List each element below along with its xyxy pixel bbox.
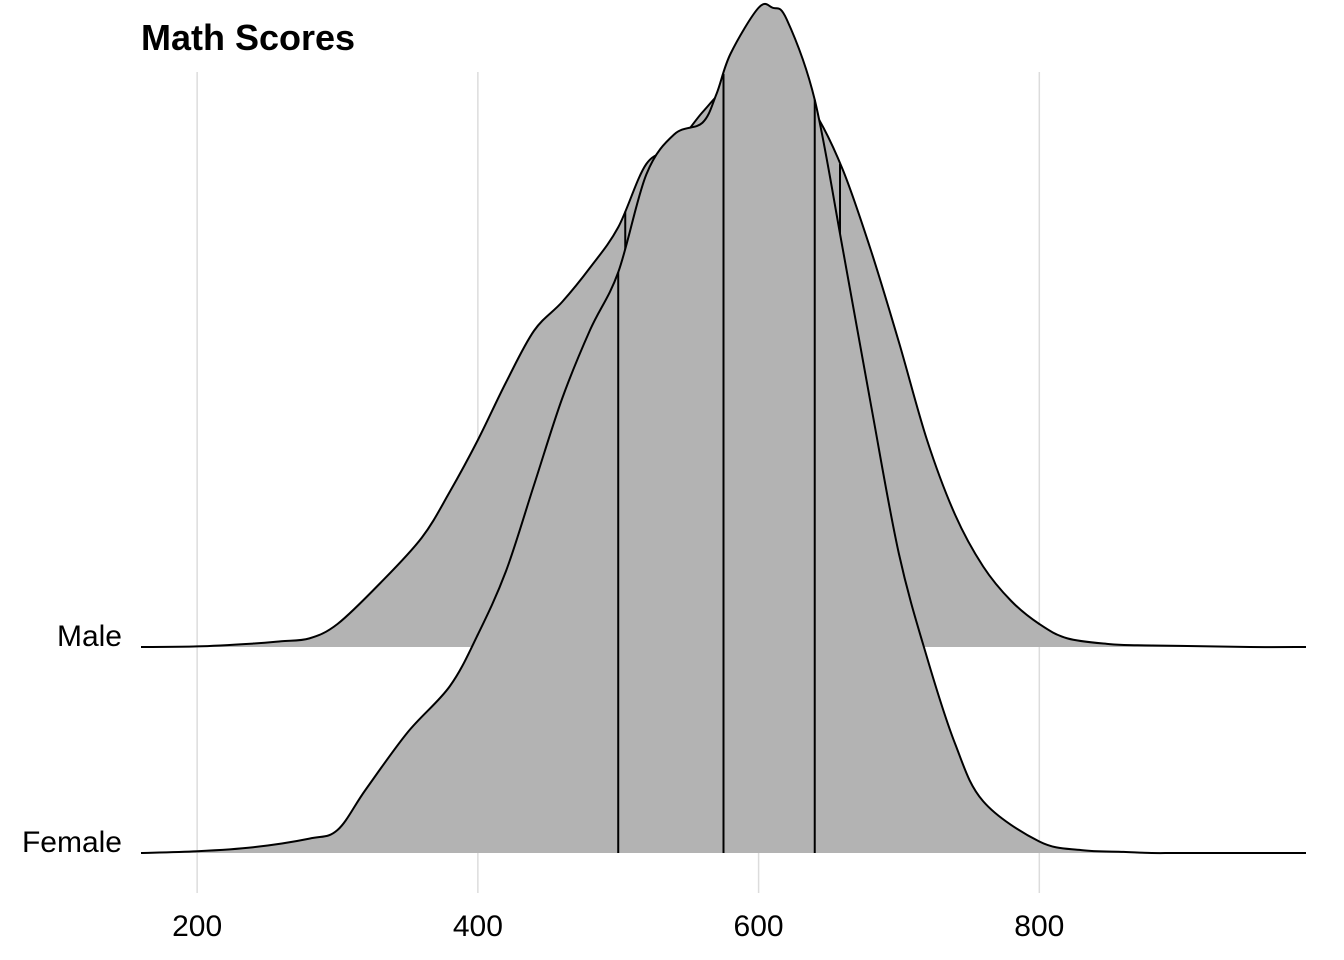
ridges (140, 2, 1307, 855)
density-outline-female (140, 2, 1306, 855)
x-tick-label: 400 (453, 910, 503, 943)
x-axis-tick-labels: 200 400 600 800 (172, 910, 1064, 943)
y-label-male: Male (57, 620, 122, 653)
y-label-female: Female (22, 826, 122, 859)
chart-title: Math Scores (141, 17, 355, 58)
y-axis-labels: Male Female (22, 620, 122, 859)
ridge-female (140, 2, 1306, 855)
x-tick-label: 600 (734, 910, 784, 943)
x-tick-label: 200 (172, 910, 222, 943)
x-tick-label: 800 (1014, 910, 1064, 943)
